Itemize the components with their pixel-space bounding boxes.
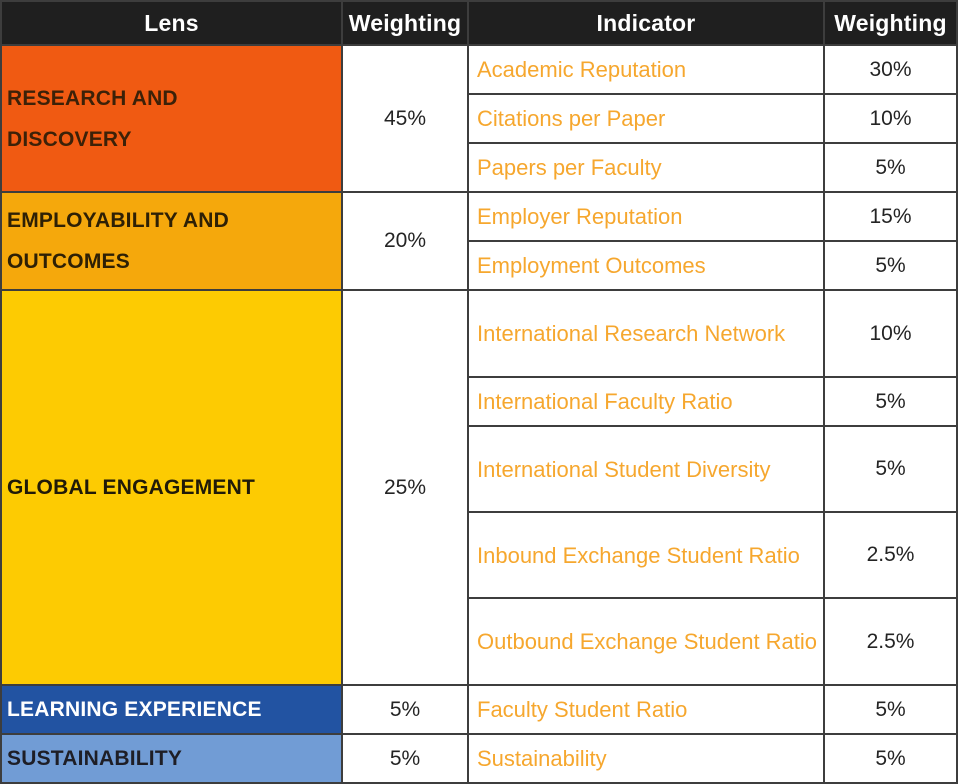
indicator-cell: International Research Network [467, 289, 825, 378]
col-header-indicator-weighting: Weighting [823, 0, 958, 46]
table-row: LEARNING EXPERIENCE 5% Faculty Student R… [0, 684, 958, 735]
indicator-weighting-cell: 5% [823, 376, 958, 427]
indicator-weighting-cell: 2.5% [823, 511, 958, 599]
indicator-cell: Citations per Paper [467, 93, 825, 144]
table-row: Papers per Faculty 5% [1, 142, 958, 193]
indicator-cell: Employer Reputation [467, 191, 825, 242]
col-header-indicator: Indicator [467, 0, 825, 46]
table-row: International Student Diversity 5% [1, 425, 958, 513]
table-row: GLOBAL ENGAGEMENT 25% International Rese… [0, 289, 958, 686]
lens-weighting-cell: 25% [341, 289, 469, 686]
indicator-cell: International Student Diversity [467, 425, 825, 513]
indicator-cell: Academic Reputation [467, 44, 825, 95]
indicator-weighting-cell: 10% [823, 93, 958, 144]
lens-cell-learning-experience: LEARNING EXPERIENCE [0, 684, 343, 735]
lens-cell-research-and-discovery: RESEARCH AND DISCOVERY [0, 44, 343, 193]
lens-weighting-cell: 45% [341, 44, 469, 193]
table-row: SUSTAINABILITY 5% Sustainability 5% [0, 733, 958, 784]
indicator-weighting-cell: 15% [823, 191, 958, 242]
table-row: RESEARCH AND DISCOVERY 45% Academic Repu… [0, 44, 958, 193]
indicator-weighting-cell: 10% [823, 289, 958, 378]
table-row: International Faculty Ratio 5% [1, 376, 958, 427]
indicator-weighting-cell: 2.5% [823, 597, 958, 686]
lens-weighting-cell: 5% [341, 733, 469, 784]
indicator-cell: International Faculty Ratio [467, 376, 825, 427]
col-header-lens: Lens [0, 0, 343, 46]
indicator-cell: Inbound Exchange Student Ratio [467, 511, 825, 599]
lens-weighting-cell: 20% [341, 191, 469, 291]
header-row: Lens Weighting Indicator Weighting [0, 0, 958, 46]
indicator-weighting-cell: 5% [823, 733, 958, 784]
indicator-cell: Faculty Student Ratio [467, 684, 825, 735]
indicator-weighting-cell: 5% [823, 142, 958, 193]
table-row: EMPLOYABILITY AND OUTCOMES 20% Employer … [0, 191, 958, 291]
table-row: Inbound Exchange Student Ratio 2.5% [1, 511, 958, 599]
table-row: Citations per Paper 10% [1, 93, 958, 144]
lens-weighting-cell: 5% [341, 684, 469, 735]
lens-cell-employability-and-outcomes: EMPLOYABILITY AND OUTCOMES [0, 191, 343, 291]
lens-cell-global-engagement: GLOBAL ENGAGEMENT [0, 289, 343, 686]
indicator-weighting-cell: 5% [823, 425, 958, 513]
indicator-cell: Sustainability [467, 733, 825, 784]
indicator-cell: Employment Outcomes [467, 240, 825, 291]
indicator-weighting-cell: 5% [823, 240, 958, 291]
table-row: Outbound Exchange Student Ratio 2.5% [1, 597, 958, 686]
table-row: Employment Outcomes 5% [1, 240, 958, 291]
indicator-weighting-cell: 5% [823, 684, 958, 735]
indicator-cell: Outbound Exchange Student Ratio [467, 597, 825, 686]
indicator-cell: Papers per Faculty [467, 142, 825, 193]
lens-cell-sustainability: SUSTAINABILITY [0, 733, 343, 784]
indicator-weighting-cell: 30% [823, 44, 958, 95]
col-header-lens-weighting: Weighting [341, 0, 469, 46]
